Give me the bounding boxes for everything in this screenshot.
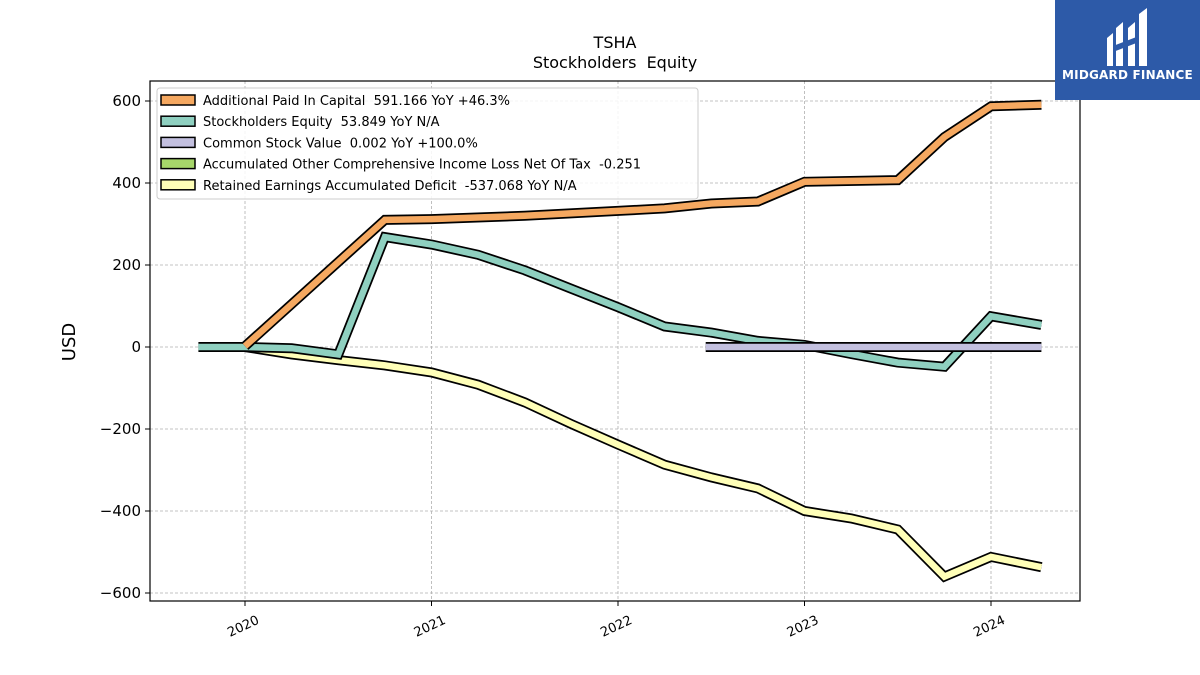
y-tick-label: 400 <box>112 174 141 192</box>
y-tick-label: 600 <box>112 92 141 110</box>
common-stock-value-legend-label: Common Stock Value 0.002 YoY +100.0% <box>203 136 478 151</box>
y-tick-label: 200 <box>112 256 141 274</box>
y-tick-label: −400 <box>100 502 141 520</box>
retained-earnings-accumulated-deficit-line-outline <box>244 342 1043 583</box>
y-axis-label: USD <box>59 323 80 361</box>
x-tick-label: 2021 <box>412 613 448 641</box>
x-tick-label: 2024 <box>971 613 1007 641</box>
stockholders-equity-legend-label: Stockholders Equity 53.849 YoY N/A <box>203 115 440 130</box>
accumulated-other-comprehensive-income-loss-net-of-tax-legend-label: Accumulated Other Comprehensive Income L… <box>203 158 641 173</box>
logo-name: MIDGARD FINANCE <box>1062 68 1193 82</box>
series-layer <box>198 99 1043 583</box>
additional-paid-in-capital-legend-swatch <box>160 94 196 106</box>
midgard-logo-icon <box>1107 8 1147 66</box>
y-tick-label: 0 <box>131 338 141 356</box>
accumulated-other-comprehensive-income-loss-net-of-tax-legend-swatch <box>160 157 196 170</box>
stockholders-equity-legend-swatch <box>160 115 196 127</box>
x-tick-label: 2022 <box>598 613 634 641</box>
x-tick-label: 2023 <box>785 613 821 641</box>
stockholders-equity-line <box>198 233 1042 371</box>
retained-earnings-accumulated-deficit-legend-label: Retained Earnings Accumulated Deficit -5… <box>203 179 577 194</box>
chart-title: TSHA <box>593 33 637 52</box>
legend-box <box>156 87 699 200</box>
legend: Additional Paid In Capital 591.166 YoY +… <box>156 87 699 200</box>
additional-paid-in-capital-legend-label: Additional Paid In Capital 591.166 YoY +… <box>203 94 510 109</box>
y-tick-label: −200 <box>100 420 141 438</box>
x-tick-label: 2020 <box>225 613 261 641</box>
plot-frame <box>149 80 1081 602</box>
chart-subtitle: Stockholders Equity <box>533 53 697 72</box>
additional-paid-in-capital-line <box>242 101 1042 349</box>
y-tick-label: −600 <box>100 584 141 602</box>
retained-earnings-accumulated-deficit-line <box>244 343 1043 581</box>
retained-earnings-accumulated-deficit-legend-swatch <box>160 179 196 191</box>
midgard-finance-logo: MIDGARD FINANCE <box>1055 0 1200 100</box>
common-stock-value-legend-swatch <box>160 136 196 149</box>
